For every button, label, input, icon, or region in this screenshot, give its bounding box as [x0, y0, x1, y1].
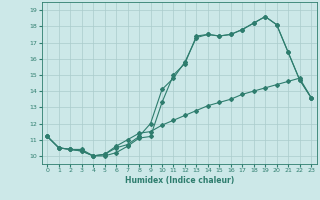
X-axis label: Humidex (Indice chaleur): Humidex (Indice chaleur)	[124, 176, 234, 185]
